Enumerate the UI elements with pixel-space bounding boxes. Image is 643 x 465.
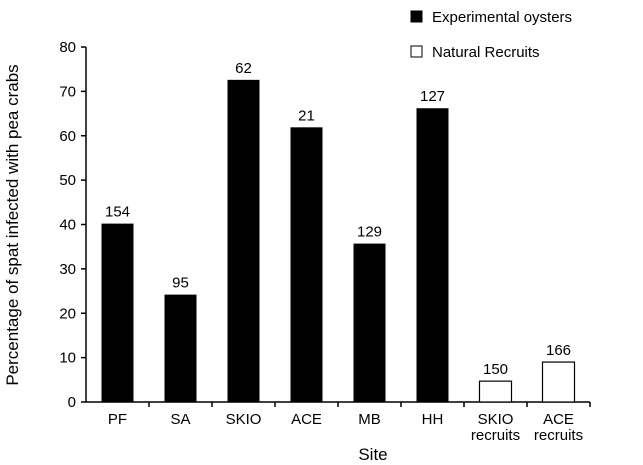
bar-pf: [101, 223, 134, 402]
y-tick-label-30: 30: [59, 261, 76, 278]
y-tick-label-60: 60: [59, 128, 76, 145]
data-label-skio-recruits: 150: [483, 361, 508, 378]
legend-swatch-natural: [410, 45, 423, 58]
x-tick-label-line: HH: [422, 411, 444, 428]
legend-label-natural: Natural Recruits: [432, 44, 540, 61]
legend-swatch-experimental: [410, 10, 423, 23]
y-tick-label-70: 70: [59, 83, 76, 100]
x-tick-label-pf: PF: [108, 411, 127, 428]
data-label-hh: 127: [420, 88, 445, 105]
data-label-skio: 62: [235, 60, 252, 77]
x-tick-label-mb: MB: [358, 411, 381, 428]
bar-ace: [290, 127, 323, 402]
y-axis-title: Percentage of spat infected with pea cra…: [3, 64, 22, 385]
x-tick-label-skio-recruits: SKIO recruits: [471, 411, 520, 444]
x-tick-label-line: PF: [108, 411, 127, 428]
bar-hh: [416, 108, 449, 403]
x-tick-label-sa: SA: [170, 411, 190, 428]
bar-ace-recruits: [541, 361, 576, 403]
bar-skio: [227, 79, 260, 403]
x-tick-label-line: ACE: [291, 411, 322, 428]
x-tick-label-hh: HH: [422, 411, 444, 428]
data-label-ace: 21: [298, 107, 315, 124]
x-tick-label-skio: SKIO: [226, 411, 262, 428]
y-tick-label-40: 40: [59, 217, 76, 234]
x-tick-label-line: recruits: [534, 427, 583, 444]
bar-sa: [164, 294, 197, 402]
data-label-mb: 129: [357, 224, 382, 241]
x-tick-label-ace-recruits: ACE recruits: [534, 411, 583, 444]
legend: Experimental oysters Natural Recruits: [410, 9, 572, 61]
x-axis-title: Site: [358, 445, 387, 464]
plot-area: 0 10 20 30 40 50 60 70 80 PF 154 SA 95 SKIO 62 ACE 21 MB 1…: [59, 39, 591, 444]
x-tick-label-line: SKIO: [478, 411, 514, 428]
data-label-pf: 154: [105, 204, 130, 221]
y-tick-label-0: 0: [68, 394, 76, 411]
x-tick-label-ace: ACE: [291, 411, 322, 428]
x-tick-label-line: MB: [358, 411, 381, 428]
x-tick-label-line: SKIO: [226, 411, 262, 428]
bar-mb: [353, 243, 386, 402]
data-label-sa: 95: [172, 275, 189, 292]
y-tick-label-80: 80: [59, 39, 76, 56]
y-tick-label-50: 50: [59, 172, 76, 189]
bar-skio-recruits: [478, 380, 513, 403]
y-tick-label-20: 20: [59, 305, 76, 322]
x-tick-label-line: ACE: [543, 411, 574, 428]
x-tick-label-line: recruits: [471, 427, 520, 444]
x-tick-label-line: SA: [170, 411, 190, 428]
legend-label-experimental: Experimental oysters: [432, 9, 572, 26]
data-label-ace-recruits: 166: [546, 342, 571, 359]
y-tick-label-10: 10: [59, 350, 76, 367]
